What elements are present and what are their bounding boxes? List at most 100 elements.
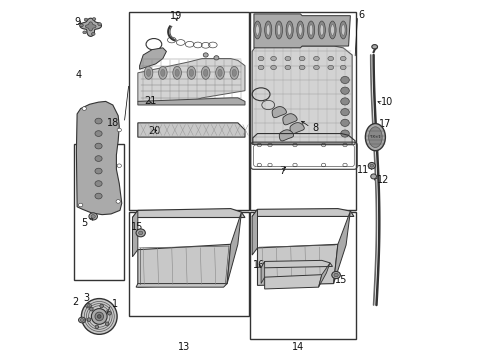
Ellipse shape [308, 21, 315, 39]
Text: 10: 10 [381, 97, 393, 107]
Ellipse shape [366, 123, 386, 151]
Ellipse shape [341, 76, 349, 84]
Ellipse shape [87, 305, 90, 307]
Ellipse shape [201, 66, 210, 79]
Polygon shape [261, 261, 265, 284]
Text: 1: 1 [112, 299, 118, 309]
Ellipse shape [230, 66, 239, 79]
Ellipse shape [341, 119, 349, 126]
Text: 12: 12 [377, 175, 390, 185]
Ellipse shape [100, 304, 103, 308]
Ellipse shape [116, 200, 121, 203]
Polygon shape [138, 244, 231, 287]
Ellipse shape [82, 107, 86, 111]
Text: 8: 8 [313, 123, 319, 133]
Polygon shape [318, 263, 330, 287]
Polygon shape [252, 46, 352, 144]
Polygon shape [76, 102, 122, 215]
Ellipse shape [214, 56, 219, 60]
Polygon shape [132, 210, 138, 257]
Ellipse shape [328, 65, 334, 69]
Ellipse shape [299, 57, 305, 61]
Ellipse shape [265, 21, 272, 39]
Ellipse shape [341, 65, 346, 69]
Ellipse shape [95, 118, 102, 124]
Ellipse shape [80, 24, 83, 27]
Text: 4: 4 [75, 70, 81, 80]
Ellipse shape [78, 317, 86, 323]
Polygon shape [227, 212, 242, 284]
Ellipse shape [90, 307, 93, 311]
Bar [250, 212, 356, 339]
Text: 13: 13 [178, 342, 191, 352]
Ellipse shape [203, 69, 208, 76]
Ellipse shape [368, 162, 375, 169]
Ellipse shape [175, 69, 179, 76]
Polygon shape [265, 275, 322, 289]
Text: 5: 5 [81, 218, 88, 228]
Polygon shape [279, 130, 294, 141]
Text: 20: 20 [148, 126, 160, 136]
Polygon shape [138, 59, 245, 102]
Ellipse shape [144, 66, 153, 79]
Ellipse shape [216, 66, 224, 79]
Text: 15: 15 [131, 222, 144, 232]
Ellipse shape [341, 98, 349, 105]
Ellipse shape [117, 128, 122, 132]
Ellipse shape [329, 21, 336, 39]
Ellipse shape [95, 143, 102, 149]
Ellipse shape [159, 66, 167, 79]
Polygon shape [132, 208, 245, 217]
Ellipse shape [331, 24, 334, 35]
Ellipse shape [341, 130, 349, 137]
Polygon shape [261, 260, 333, 268]
Ellipse shape [98, 23, 101, 26]
Ellipse shape [161, 69, 165, 76]
Polygon shape [258, 244, 338, 285]
Ellipse shape [87, 318, 91, 321]
Polygon shape [283, 114, 297, 125]
Ellipse shape [105, 322, 109, 325]
Ellipse shape [372, 45, 377, 49]
Ellipse shape [92, 309, 107, 324]
Ellipse shape [371, 174, 376, 179]
Text: 16: 16 [253, 260, 265, 270]
Ellipse shape [139, 231, 143, 235]
Polygon shape [334, 211, 350, 284]
Bar [74, 144, 124, 280]
Polygon shape [138, 98, 245, 105]
Ellipse shape [92, 32, 95, 35]
Ellipse shape [108, 311, 111, 315]
Ellipse shape [95, 312, 103, 321]
Ellipse shape [92, 18, 96, 21]
Bar [250, 12, 356, 210]
Ellipse shape [285, 57, 291, 61]
Ellipse shape [173, 66, 181, 79]
Text: TX×1: TX×1 [370, 135, 381, 139]
Ellipse shape [258, 57, 264, 61]
Ellipse shape [314, 65, 319, 69]
Ellipse shape [152, 52, 157, 57]
Bar [129, 12, 248, 210]
Text: 14: 14 [292, 342, 304, 352]
Ellipse shape [288, 24, 292, 35]
Ellipse shape [368, 127, 382, 148]
Ellipse shape [340, 21, 347, 39]
Ellipse shape [341, 87, 349, 94]
Ellipse shape [341, 57, 346, 61]
Ellipse shape [203, 53, 208, 57]
Ellipse shape [318, 21, 325, 39]
Text: 18: 18 [107, 118, 119, 128]
Text: 19: 19 [170, 11, 182, 21]
Ellipse shape [84, 18, 88, 21]
Ellipse shape [254, 21, 261, 39]
Ellipse shape [270, 65, 276, 69]
Ellipse shape [342, 24, 345, 35]
Ellipse shape [297, 21, 304, 39]
Polygon shape [290, 123, 304, 134]
Ellipse shape [95, 168, 102, 174]
Text: 7: 7 [279, 166, 285, 176]
Ellipse shape [95, 325, 98, 329]
Ellipse shape [258, 65, 264, 69]
Ellipse shape [83, 31, 86, 34]
